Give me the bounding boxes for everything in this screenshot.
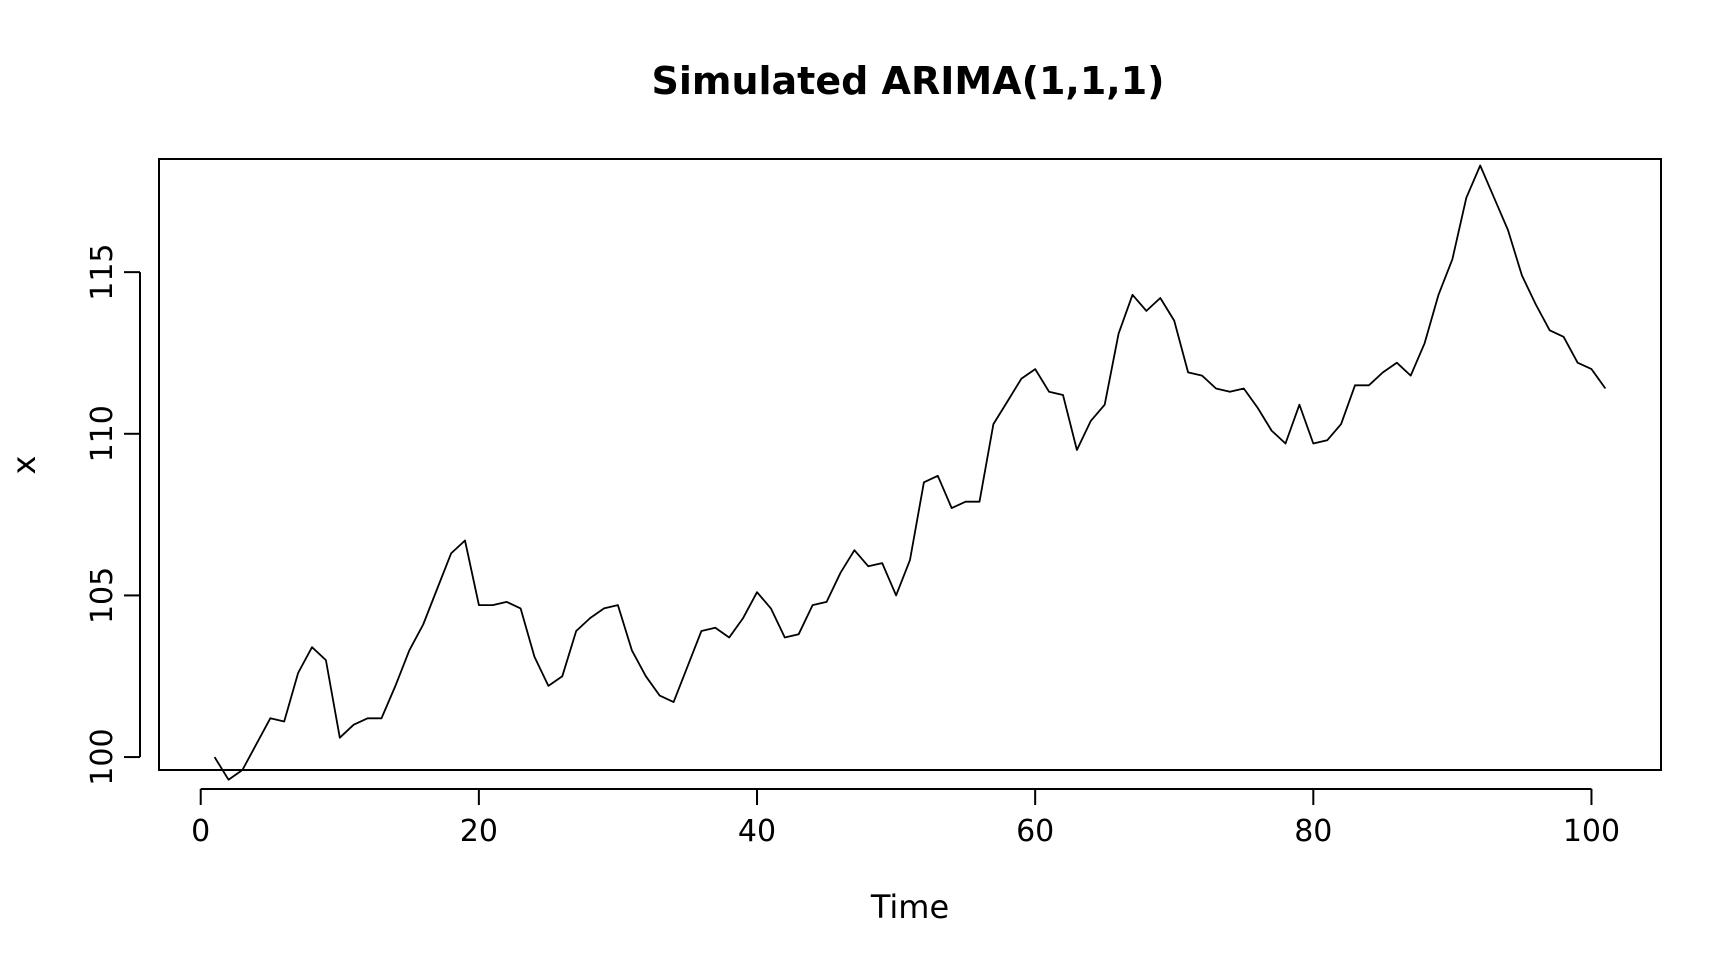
y-axis: 100 105 110 115	[85, 244, 141, 786]
x-axis-label: Time	[870, 888, 949, 926]
x-tick-label: 0	[191, 814, 210, 849]
chart-title: Simulated ARIMA(1,1,1)	[651, 59, 1164, 103]
y-tick-label: 105	[85, 567, 120, 624]
series-line	[213, 164, 1607, 781]
y-axis-label: x	[5, 456, 43, 475]
plot-area-frame	[158, 158, 1662, 771]
x-tick-label: 20	[460, 814, 498, 849]
x-tick-label: 100	[1563, 814, 1620, 849]
y-tick-label: 100	[85, 728, 120, 785]
x-tick-label: 40	[738, 814, 776, 849]
y-tick-label: 110	[85, 405, 120, 462]
x-tick-label: 80	[1294, 814, 1332, 849]
y-tick-label: 115	[85, 244, 120, 301]
x-tick-label: 60	[1016, 814, 1054, 849]
x-axis: 0 20 40 60 80 100	[191, 788, 1620, 849]
